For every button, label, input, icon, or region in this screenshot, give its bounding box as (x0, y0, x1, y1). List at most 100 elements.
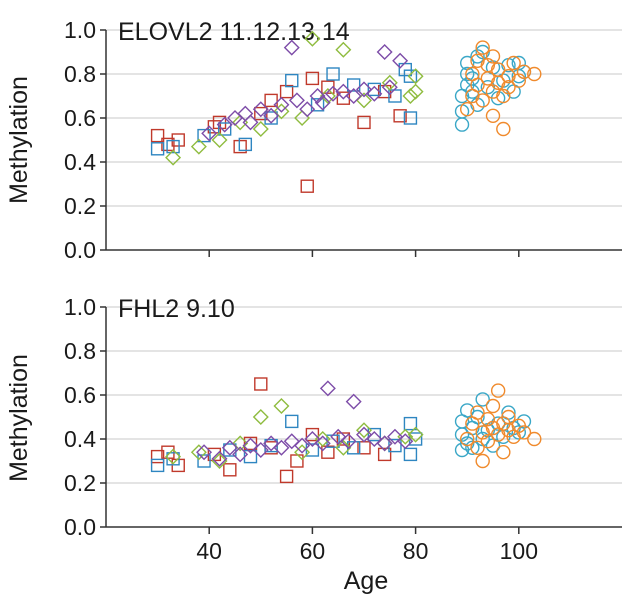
series-square-0 (150, 377, 392, 484)
y-tick-label: 0.2 (64, 193, 96, 219)
data-point (381, 79, 398, 96)
data-point (376, 435, 393, 452)
data-point (336, 432, 351, 446)
data-point (217, 122, 232, 136)
data-point (480, 434, 496, 449)
x-tick-label: 80 (403, 538, 429, 564)
data-point (460, 431, 475, 447)
series-circle-5 (460, 383, 542, 469)
data-point (403, 447, 418, 462)
x-axis-title: Age (344, 567, 388, 595)
data-point (273, 398, 290, 414)
data-point (264, 93, 278, 108)
data-point (460, 66, 475, 82)
data-point (470, 77, 485, 93)
data-point (304, 30, 321, 47)
data-point (223, 463, 237, 477)
y-tick-label: 1.0 (64, 17, 96, 43)
data-point (501, 79, 516, 95)
data-point (335, 439, 352, 456)
data-point (496, 88, 511, 104)
data-point (314, 435, 331, 452)
data-point (279, 469, 294, 484)
x-tick-label: 40 (196, 538, 222, 564)
data-point (376, 44, 393, 60)
data-point (397, 433, 414, 450)
data-point (305, 71, 320, 86)
data-point (516, 414, 532, 429)
data-point (392, 52, 409, 69)
data-point (356, 81, 372, 98)
data-point (221, 439, 238, 456)
data-point (243, 436, 258, 451)
data-point (516, 64, 532, 80)
data-point (166, 139, 180, 154)
data-point (232, 435, 249, 452)
data-point (407, 426, 424, 443)
data-point (496, 445, 511, 460)
data-point (252, 442, 269, 458)
data-point (232, 446, 249, 463)
data-point (161, 137, 175, 152)
data-point (254, 377, 268, 391)
y-tick-label: 1.0 (64, 294, 96, 320)
data-point (211, 132, 228, 148)
data-point (319, 380, 336, 397)
data-point (367, 427, 382, 442)
data-point (150, 128, 165, 143)
data-point (386, 428, 403, 445)
data-point (233, 139, 247, 154)
data-point (299, 101, 316, 118)
data-point (273, 439, 290, 456)
data-point (485, 49, 501, 64)
gridlines (106, 29, 622, 207)
data-point (475, 93, 490, 108)
data-point (309, 88, 326, 104)
data-point (165, 149, 182, 166)
data-point (325, 85, 342, 102)
data-point (345, 88, 362, 104)
data-point (393, 109, 407, 123)
y-axis-title: Methylation (5, 76, 33, 204)
data-point (314, 94, 331, 111)
panel-title: FHL2 9.10 (118, 295, 235, 323)
data-point (460, 101, 475, 117)
data-point (300, 179, 314, 193)
y-tick-label: 0.8 (64, 338, 96, 364)
x-tick-label: 60 (300, 538, 326, 564)
data-point (490, 383, 506, 398)
data-point (273, 103, 290, 120)
data-point (345, 393, 362, 410)
data-point (238, 137, 253, 152)
scatter-panel-fhl2: Methylation FHL2 9.10 Age 0.0 0.2 0.4 0.6 0.… (5, 294, 622, 595)
data-point (527, 431, 542, 447)
data-point (201, 125, 218, 142)
data-point (496, 121, 511, 137)
series-square-1 (150, 62, 418, 156)
data-point (480, 412, 496, 427)
data-point (190, 138, 207, 155)
data-point (516, 425, 532, 440)
data-point (407, 68, 424, 85)
data-point (346, 78, 361, 92)
data-point (475, 40, 490, 55)
data-point (356, 422, 372, 439)
data-point (165, 448, 182, 465)
data-point (252, 101, 269, 118)
data-point (377, 447, 392, 462)
data-point (527, 66, 542, 82)
data-point (263, 107, 280, 124)
data-point (367, 82, 382, 97)
data-point (407, 83, 424, 100)
data-point (242, 437, 259, 454)
data-point (211, 450, 228, 467)
y-tick-label: 0.8 (64, 61, 96, 87)
data-point (273, 96, 290, 113)
data-point (335, 83, 352, 100)
y-tick-label: 0.4 (64, 149, 96, 175)
data-point (475, 392, 490, 407)
data-point (357, 115, 371, 130)
data-point (470, 405, 485, 420)
y-axis-title: Methylation (5, 354, 33, 482)
data-point (283, 39, 300, 56)
